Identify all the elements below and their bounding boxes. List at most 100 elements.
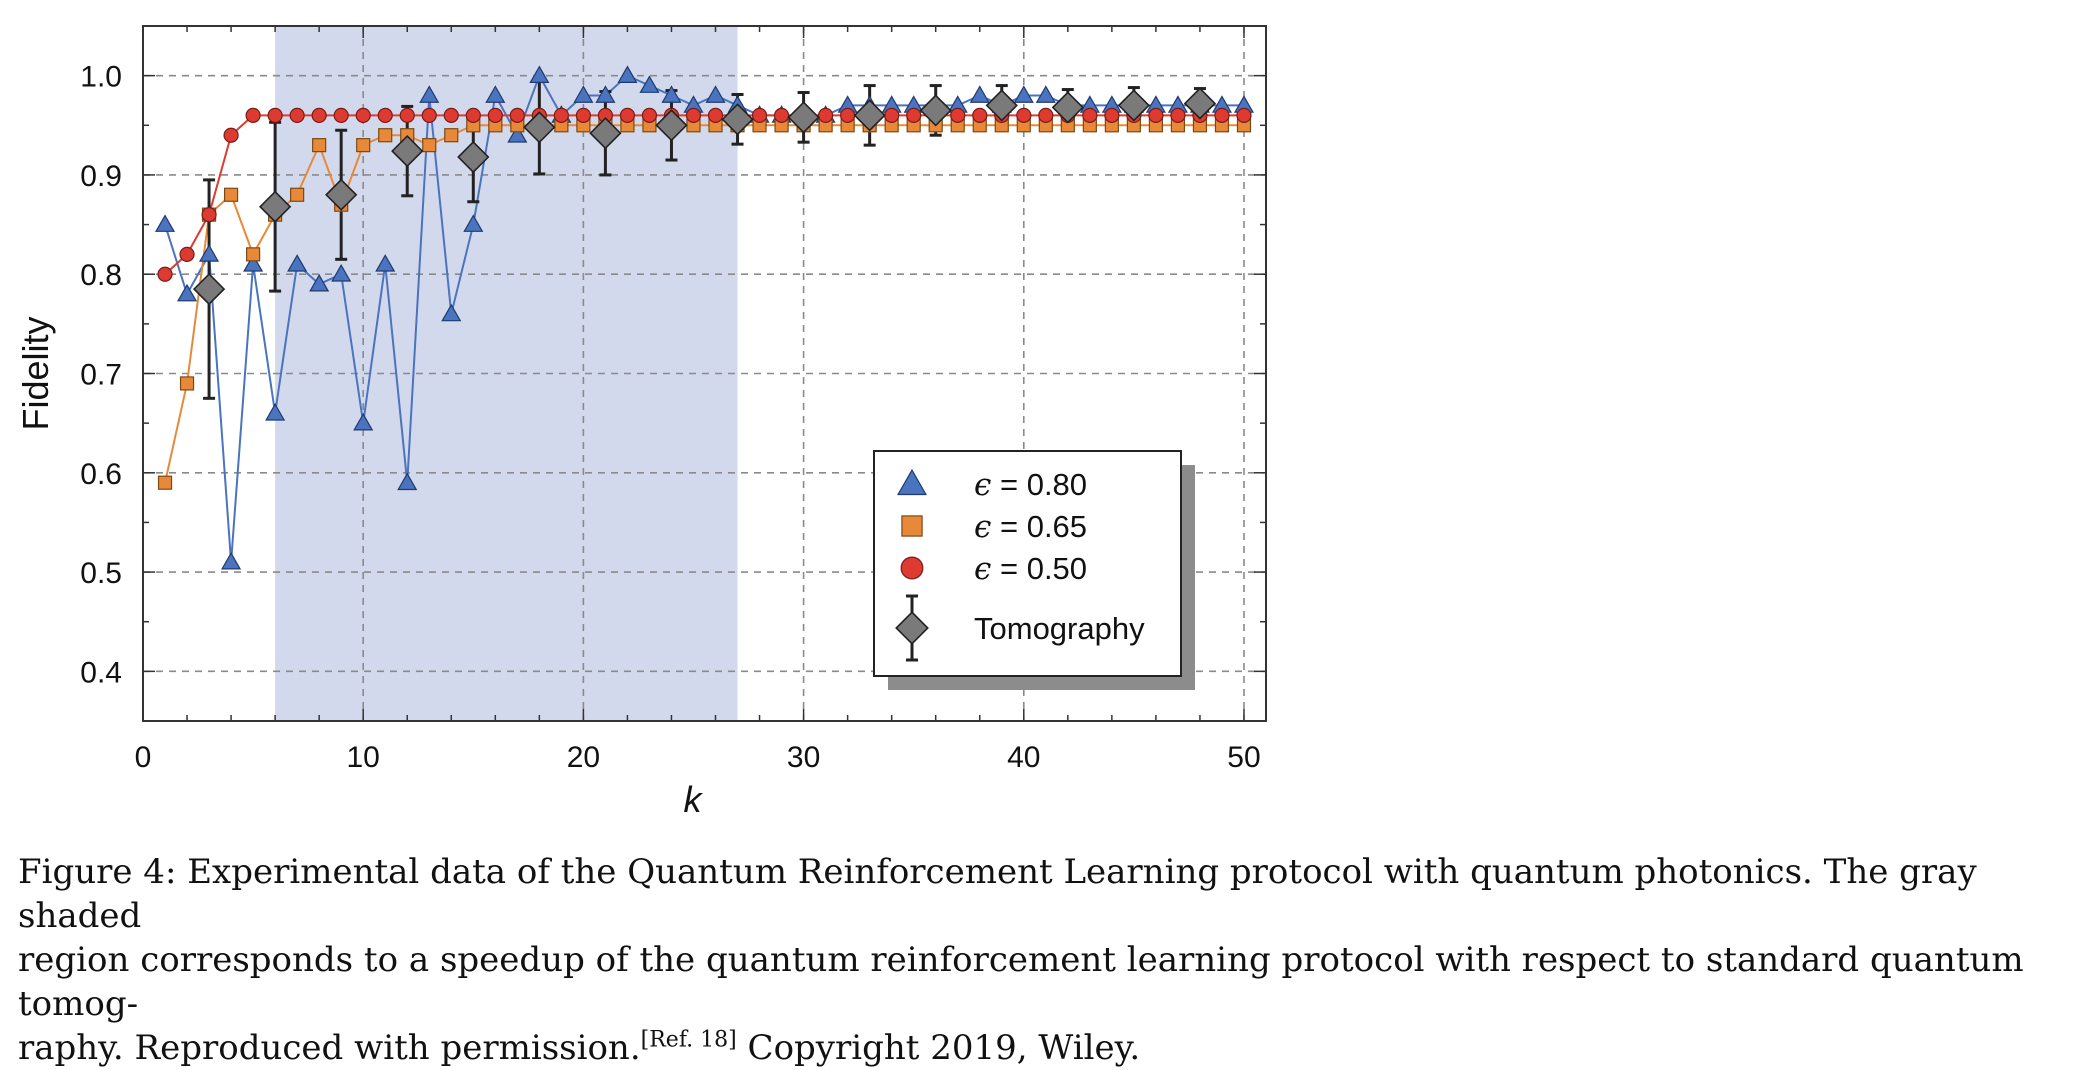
- eps-0-65-point: [157, 475, 173, 490]
- eps-0-80-point: [177, 283, 198, 302]
- legend-epsilon-symbol: ϵ: [974, 509, 991, 545]
- eps-0-50-point: [465, 107, 481, 123]
- caption-reference: [Ref. 18]: [640, 1027, 737, 1053]
- eps-0-50-point: [289, 107, 305, 123]
- figure-caption: Figure 4: Experimental data of the Quant…: [18, 850, 2088, 1070]
- eps-0-50-point: [840, 107, 856, 123]
- legend-tomography-label: Tomography: [974, 611, 1145, 646]
- y-tick-label: 0.7: [80, 359, 122, 392]
- legend-eps-0-80-marker: [897, 468, 927, 496]
- eps-0-80-point: [419, 85, 440, 103]
- legend-epsilon-value: = 0.50: [991, 551, 1087, 586]
- figure: 0 10 20 30 40 50 0.4 0.5 0.6 0.7 0.8 0.9 1.0 k Fidelit…: [15, 25, 2024, 1068]
- x-axis-title: k: [684, 779, 704, 820]
- eps-0-80-point: [397, 472, 418, 491]
- y-tick-label: 0.4: [80, 656, 122, 689]
- caption-line-2: region corresponds to a speedup of the q…: [18, 940, 2024, 1024]
- eps-0-65-point: [223, 187, 239, 202]
- eps-0-50-point: [818, 107, 834, 123]
- eps-0-50-point: [553, 107, 569, 123]
- fidelity-chart: 0 10 20 30 40 50 0.4 0.5 0.6 0.7 0.8 0.9 1.0 k Fidelit…: [15, 25, 1267, 820]
- tomography-point: [655, 109, 688, 142]
- legend-eps-0-50-label: ϵ = 0.50: [974, 551, 1087, 587]
- eps-0-80-point: [639, 75, 660, 93]
- eps-0-80-point: [661, 85, 682, 103]
- y-tick-label: 0.5: [80, 557, 122, 590]
- eps-0-50-point: [1016, 107, 1032, 123]
- eps-0-50-point: [751, 107, 768, 123]
- legend-eps-0-50-marker: [900, 556, 924, 580]
- eps-0-50-point: [1236, 107, 1252, 123]
- eps-0-80-point: [199, 244, 220, 262]
- eps-0-50-point: [223, 127, 239, 143]
- legend-eps-0-80-label: ϵ = 0.80: [974, 467, 1087, 503]
- eps-0-80-point: [463, 214, 484, 232]
- tomography-point: [258, 190, 292, 223]
- eps-0-50-point: [773, 107, 790, 123]
- eps-0-50-point: [355, 107, 371, 123]
- eps-0-65-point: [312, 138, 327, 153]
- eps-0-80-point: [529, 65, 550, 83]
- eps-0-50-point: [619, 107, 636, 123]
- tomography-point: [853, 99, 886, 132]
- eps-0-80-point: [221, 551, 242, 570]
- caption-line-3-end: Copyright 2019, Wiley.: [736, 1028, 1141, 1068]
- plot-frame: [142, 25, 1267, 722]
- y-axis-title: Fidelity: [15, 316, 56, 430]
- legend-epsilon-symbol: ϵ: [974, 551, 991, 587]
- eps-0-80-point: [375, 254, 396, 272]
- eps-0-50-point: [443, 107, 459, 123]
- eps-0-50-point: [245, 107, 261, 123]
- tomography-point: [1117, 89, 1151, 122]
- eps-0-80-point: [353, 412, 374, 431]
- eps-0-50-point: [1170, 107, 1186, 123]
- tomography-point: [1051, 91, 1084, 124]
- y-tick-label: 1.0: [80, 61, 122, 94]
- caption-line-3: raphy. Reproduced with permission.[Ref. …: [18, 1026, 2088, 1070]
- eps-0-50-point: [179, 246, 195, 262]
- eps-0-50-point: [267, 107, 283, 123]
- tomography-point: [325, 178, 358, 211]
- eps-0-50-point: [1104, 107, 1120, 123]
- legend-eps-0-65-marker: [901, 515, 923, 537]
- eps-0-80-point: [573, 85, 594, 103]
- x-tick-label: 10: [347, 741, 380, 774]
- eps-0-65-point: [444, 128, 459, 143]
- y-tick-label: 0.9: [80, 160, 122, 193]
- eps-0-80-point: [485, 85, 506, 103]
- x-tick-label: 30: [787, 741, 820, 774]
- legend-epsilon-symbol: ϵ: [974, 467, 991, 503]
- tomography-point: [457, 140, 490, 174]
- x-tick-label: 0: [135, 741, 152, 774]
- eps-0-65-point: [290, 187, 305, 202]
- eps-0-50-point: [972, 107, 988, 123]
- eps-0-65-point: [179, 376, 195, 391]
- eps-0-80-point: [287, 254, 308, 272]
- eps-0-65-point: [356, 138, 371, 153]
- eps-0-50-point: [1082, 107, 1098, 123]
- x-tick-label: 20: [567, 741, 600, 774]
- eps-0-50-point: [157, 266, 173, 282]
- legend-eps-0-65-label: ϵ = 0.65: [974, 509, 1087, 545]
- tomography-point: [192, 272, 226, 306]
- eps-0-50-point: [685, 107, 702, 123]
- eps-0-50-point: [950, 107, 966, 123]
- eps-0-80-point: [595, 85, 616, 103]
- eps-0-50-point: [1148, 107, 1164, 123]
- eps-0-50-point: [421, 107, 437, 123]
- legend-epsilon-value: = 0.80: [991, 467, 1087, 502]
- y-tick-label: 0.8: [80, 259, 122, 292]
- eps-0-80-point: [705, 85, 726, 103]
- tomography-point: [919, 94, 952, 127]
- legend-epsilon-value: = 0.65: [991, 509, 1087, 544]
- tomography-point: [589, 117, 622, 150]
- eps-0-80-point: [309, 273, 330, 292]
- eps-0-80-point: [969, 85, 990, 103]
- eps-0-50-point: [641, 107, 658, 123]
- tomography-point: [721, 103, 754, 136]
- eps-0-80-point: [507, 125, 528, 143]
- legend-box: [873, 450, 1182, 677]
- eps-0-65-point: [422, 138, 437, 153]
- eps-0-50-point: [575, 107, 591, 123]
- eps-0-80-point: [265, 403, 286, 421]
